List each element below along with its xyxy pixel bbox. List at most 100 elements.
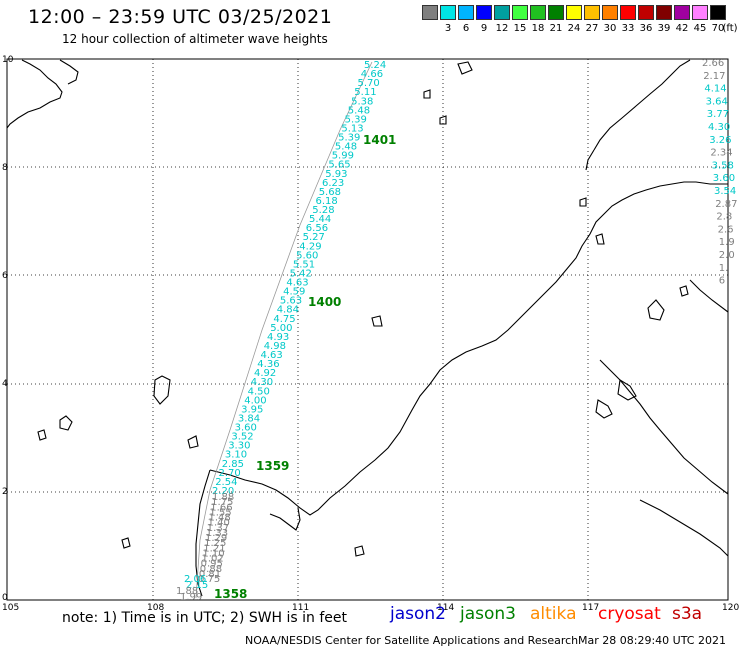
track-value: 5.42	[290, 269, 312, 280]
map-frame	[6, 58, 729, 601]
track-value: 4.50	[248, 386, 270, 397]
track-value: 2.87	[715, 199, 737, 210]
track-value: 4.98	[264, 341, 286, 352]
track-value: 5.13	[341, 123, 363, 134]
track-value: 1.40	[208, 518, 230, 529]
track-value: 1.29	[205, 533, 227, 544]
track-value: 5.39	[345, 114, 367, 125]
time-label-1401: 1401	[363, 133, 396, 147]
track-value: 2.66	[702, 58, 724, 69]
track-value: 4.63	[286, 278, 308, 289]
scale-swatch	[458, 5, 474, 20]
track-value: 6.18	[316, 196, 338, 207]
footer-timestamp: Mar 28 08:29:40 UTC 2021	[578, 634, 726, 647]
track-value: 3.60	[713, 173, 735, 184]
scale-label: 15	[513, 23, 527, 34]
map-subtitle: 12 hour collection of altimeter wave hei…	[62, 32, 328, 46]
scale-swatch	[476, 5, 492, 20]
scale-swatch	[548, 5, 564, 20]
track-value: 4.00	[244, 395, 266, 406]
scale-label: 70	[711, 23, 725, 34]
legend-s3a: s3a	[672, 604, 703, 624]
scale-swatch	[674, 5, 690, 20]
track-value: 5.99	[332, 151, 354, 162]
lat-label-6: 6	[2, 271, 8, 281]
lon-label-120: 120	[722, 603, 739, 613]
scale-label: 36	[639, 23, 653, 34]
track-value: 4.84	[277, 305, 299, 316]
track-value: 5.11	[354, 87, 376, 98]
track-value: 5.93	[325, 169, 347, 180]
scale-label: 21	[549, 23, 563, 34]
lat-label-2: 2	[2, 487, 8, 497]
lat-lon-grid	[7, 59, 728, 600]
track-value: 5.68	[319, 187, 341, 198]
scale-swatch	[620, 5, 636, 20]
track-value: 2.20	[212, 486, 234, 497]
track-value: 0.88	[200, 564, 222, 575]
legend-jason2: jason2	[390, 604, 446, 624]
track-value: 4.30	[708, 122, 730, 133]
track-value: 2.85	[222, 459, 244, 470]
track-value: 5.28	[312, 205, 334, 216]
track-value: 1.02	[202, 554, 224, 565]
track-value: 1.48	[209, 513, 231, 524]
track-value: 2.54	[215, 477, 237, 488]
lon-label-117: 117	[582, 603, 599, 613]
time-labels: 1401 1400 1359 1358	[214, 133, 396, 601]
track-value: 0.75	[198, 574, 220, 585]
track-value: 5.65	[328, 160, 350, 171]
track-value: 3.60	[235, 423, 257, 434]
scale-swatch	[494, 5, 510, 20]
track-value: 1.66	[210, 502, 232, 513]
track-value: 1.9	[719, 237, 735, 248]
lat-label-0: 0	[2, 593, 8, 603]
scale-swatch	[530, 5, 546, 20]
lon-label-111: 111	[292, 603, 309, 613]
legend-jason3: jason3	[460, 604, 516, 624]
track-value: 6.23	[322, 178, 344, 189]
track-value: 1.75	[211, 497, 233, 508]
lon-label-105: 105	[2, 603, 19, 613]
track-value: 4.63	[261, 350, 283, 361]
track-value: 5.51	[293, 259, 315, 270]
track-value: 2.0	[719, 250, 735, 261]
track-value: 1.25	[204, 538, 226, 549]
track-value: 3.84	[238, 414, 260, 425]
track-value: 4.59	[283, 287, 305, 298]
track-value: 5.38	[351, 96, 373, 107]
wave-height-color-scale: 3 6 9 12 15 18 21 24 27 30 33 36 39 42 45 70 (ft)	[422, 5, 738, 36]
coastlines	[6, 59, 729, 597]
track-value: 5.48	[335, 142, 357, 153]
track-value: 2.34	[710, 148, 732, 159]
track-value: 5.48	[348, 105, 370, 116]
track-value: 5.60	[296, 250, 318, 261]
scale-unit-label: (ft)	[722, 23, 738, 34]
track-value: 1.55	[209, 507, 231, 518]
lon-label-114: 114	[437, 603, 454, 613]
time-label-1359: 1359	[256, 459, 289, 473]
wave-height-values: 5.244.665.705.115.385.485.395.135.395.48…	[176, 58, 737, 603]
track-value: 5.63	[280, 296, 302, 307]
scale-label: 6	[462, 23, 470, 34]
scale-label: 24	[567, 23, 581, 34]
track-value: 3.10	[225, 450, 247, 461]
track-value: 1.	[719, 263, 729, 274]
scale-label: 12	[495, 23, 509, 34]
lat-label-8: 8	[2, 163, 8, 173]
scale-swatch	[692, 5, 708, 20]
track-value: 2.15	[186, 580, 208, 591]
track-value: 2.17	[703, 71, 725, 82]
scale-swatch	[656, 5, 672, 20]
track-value: 1.33	[206, 528, 228, 539]
track-value: 3.26	[709, 135, 731, 146]
scale-label: 3	[444, 23, 452, 34]
lon-label-108: 108	[147, 603, 164, 613]
track-value: 4.36	[257, 359, 279, 370]
scale-label: 39	[657, 23, 671, 34]
scale-label: 45	[693, 23, 707, 34]
track-value: 5.39	[338, 133, 360, 144]
track-value: 1.37	[207, 523, 229, 534]
track-value: 4.93	[267, 332, 289, 343]
